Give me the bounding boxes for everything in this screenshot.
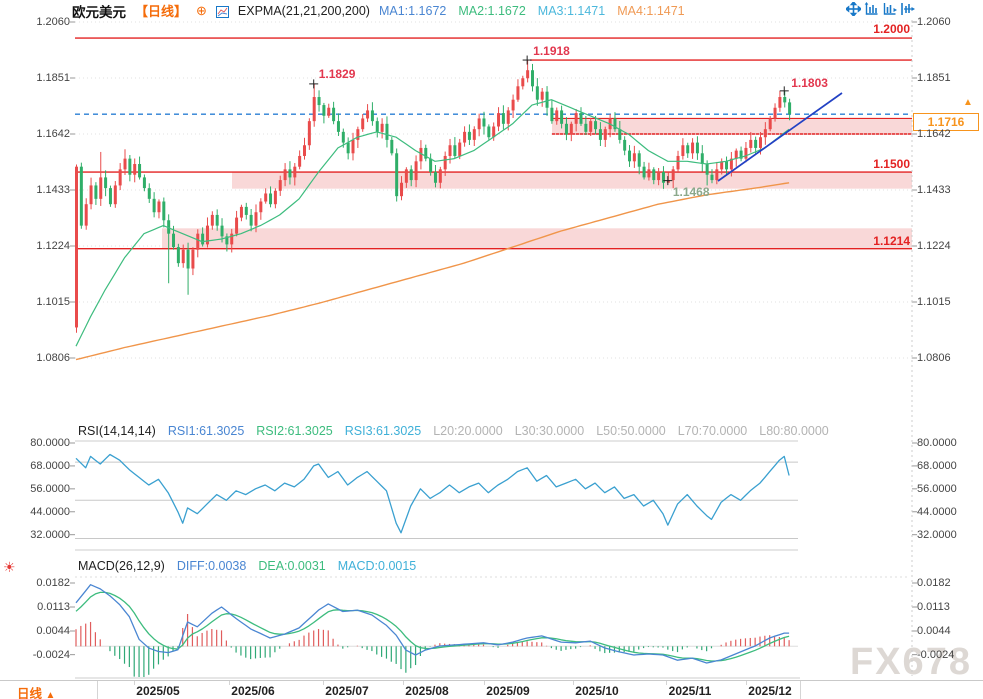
level-label: 1.1214 xyxy=(873,234,910,248)
month-tick xyxy=(746,681,747,685)
month-tick xyxy=(573,681,574,685)
level-label: 1.1500 xyxy=(873,157,910,171)
price-axis-label-right: 1.1224 xyxy=(917,239,951,252)
month-label: 2025/08 xyxy=(405,684,449,698)
axis-separator xyxy=(97,681,98,699)
month-label: 2025/05 xyxy=(136,684,180,698)
scroll-chart-icon[interactable] xyxy=(882,2,897,16)
price-axis-label-left: 1.0806 xyxy=(36,351,70,364)
rsi-legend: RSI1:61.3025 RSI2:61.3025 RSI3:61.3025 xyxy=(168,422,433,440)
macd-axis-label-left: -0.0024 xyxy=(32,648,70,661)
price-axis-label-left: 1.1433 xyxy=(36,183,70,196)
month-tick xyxy=(403,681,404,685)
month-label: 2025/12 xyxy=(748,684,792,698)
rsi-legend-item: RSI2:61.3025 xyxy=(256,424,333,438)
symbol-title: 欧元美元 xyxy=(72,4,126,20)
ma-legend-item: MA1:1.1672 xyxy=(378,3,447,18)
rsi-axis-label-left: 68.0000 xyxy=(30,459,70,472)
ma-legend: MA1:1.1672 MA2:1.1672 MA3:1.1471 MA4:1.1471 xyxy=(379,2,697,20)
price-annotation: 1.1803 xyxy=(791,75,828,90)
current-price-box: 1.1716 xyxy=(913,113,979,131)
macd-axis-label-right: 0.0044 xyxy=(917,624,951,637)
axis-separator xyxy=(800,681,801,699)
rsi-axis-label-right: 80.0000 xyxy=(917,437,957,449)
pan-icon[interactable] xyxy=(844,0,863,18)
macd-legend-item: DEA:0.0031 xyxy=(258,559,326,573)
price-axis-label-left: 1.2060 xyxy=(36,16,70,28)
timeframe-label: 【日线】 xyxy=(135,4,188,19)
macd-axis-label-left: 0.0182 xyxy=(36,577,70,589)
macd-axis-label-left: 0.0113 xyxy=(37,600,70,613)
rsi-levels: L20:20.0000 L30:30.0000 L50:50.0000 L70:70.… xyxy=(433,422,841,440)
rsi-title: RSI(14,14,14) xyxy=(78,424,156,438)
rsi-axis-label-right: 56.0000 xyxy=(917,482,957,495)
rsi-level-item: L20:20.0000 xyxy=(433,424,503,438)
month-label: 2025/07 xyxy=(325,684,369,698)
rsi-legend-item: RSI3:61.3025 xyxy=(344,424,422,438)
rsi-axis-label-right: 68.0000 xyxy=(917,459,957,472)
price-axis-label-right: 1.2060 xyxy=(917,16,951,28)
chart-settings-icon[interactable] xyxy=(215,5,229,18)
macd-axis-label-right: -0.0024 xyxy=(917,648,955,661)
rsi-level-item: L70:70.0000 xyxy=(677,424,748,438)
month-tick xyxy=(134,681,135,685)
main-header: 欧元美元 【日线】 ⊕ EXPMA(21,21,200,200) MA1:1.1… xyxy=(72,2,697,20)
price-axis-label-right: 1.1642 xyxy=(917,127,951,140)
jump-latest-icon[interactable] xyxy=(900,2,915,16)
chart-toolbar xyxy=(844,0,915,18)
rsi-axis-label-right: 44.0000 xyxy=(917,505,957,518)
macd-title: MACD(26,12,9) xyxy=(78,559,165,573)
price-axis-label-left: 1.1642 xyxy=(36,127,70,140)
rsi-legend-item: RSI1:61.3025 xyxy=(167,424,245,438)
price-axis-label-left: 1.1851 xyxy=(36,71,70,84)
macd-axis-label-left: 0.0044 xyxy=(36,624,70,637)
rsi-axis-label-left: 80.0000 xyxy=(30,437,70,449)
price-annotation: 1.1468 xyxy=(672,184,710,199)
macd-legend-item: MACD:0.0015 xyxy=(337,559,417,573)
macd-legend: DIFF:0.0038 DEA:0.0031 MACD:0.0015 xyxy=(177,557,428,575)
month-label: 2025/09 xyxy=(486,684,530,698)
watermark: FX678 xyxy=(850,641,972,683)
macd-header: MACD(26,12,9) DIFF:0.0038 DEA:0.0031 MACD:… xyxy=(78,557,428,575)
rsi-axis-label-left: 32.0000 xyxy=(30,528,70,541)
scale-axis-icon[interactable] xyxy=(864,2,879,16)
month-tick xyxy=(666,681,667,685)
macd-axis-label-right: 0.0113 xyxy=(917,600,950,613)
month-label: 2025/06 xyxy=(231,684,275,698)
indicator-label: EXPMA(21,21,200,200) xyxy=(237,3,370,18)
rsi-level-item: L50:50.0000 xyxy=(596,424,666,438)
ma-legend-item: MA3:1.1471 xyxy=(537,3,606,18)
rsi-level-item: L30:30.0000 xyxy=(514,424,585,438)
price-up-arrow-icon: ▲ xyxy=(963,97,973,108)
price-axis-label-right: 1.0806 xyxy=(917,351,951,364)
rsi-axis-label-left: 44.0000 xyxy=(30,505,70,518)
add-indicator-icon[interactable]: ⊕ xyxy=(196,3,207,18)
price-axis-label-right: 1.1433 xyxy=(917,183,951,196)
month-tick xyxy=(484,681,485,685)
ma-legend-item: MA2:1.1672 xyxy=(458,3,526,18)
price-axis-label-left: 1.1015 xyxy=(36,295,70,308)
rsi-axis-label-left: 56.0000 xyxy=(30,482,70,495)
price-axis-label-right: 1.1015 xyxy=(917,295,951,308)
month-label: 2025/11 xyxy=(668,684,712,698)
month-label: 2025/10 xyxy=(575,684,619,698)
price-axis-label-left: 1.1224 xyxy=(36,239,70,252)
macd-axis-label-right: 0.0182 xyxy=(917,577,951,589)
rsi-level-item: L80:80.0000 xyxy=(759,424,829,438)
rsi-axis-label-right: 32.0000 xyxy=(917,528,957,541)
macd-legend-item: DIFF:0.0038 xyxy=(176,559,247,573)
price-axis-label-right: 1.1851 xyxy=(917,71,951,84)
ma-legend-item: MA4:1.1471 xyxy=(617,3,685,18)
time-axis-bar: 日线 ▲ 2025/05 2025/06 2025/07 2025/08 2025/09… xyxy=(0,680,983,699)
timeframe-selector[interactable]: 日线 ▲ xyxy=(17,687,56,699)
price-annotation: 1.1918 xyxy=(533,44,570,59)
month-tick xyxy=(229,681,230,685)
rsi-header: RSI(14,14,14) RSI1:61.3025 RSI2:61.3025 RS… xyxy=(78,422,841,440)
month-tick xyxy=(323,681,324,685)
alert-sun-icon[interactable]: ☀ xyxy=(3,559,16,575)
price-annotation: 1.1829 xyxy=(318,66,356,81)
level-label: 1.2000 xyxy=(873,22,910,36)
